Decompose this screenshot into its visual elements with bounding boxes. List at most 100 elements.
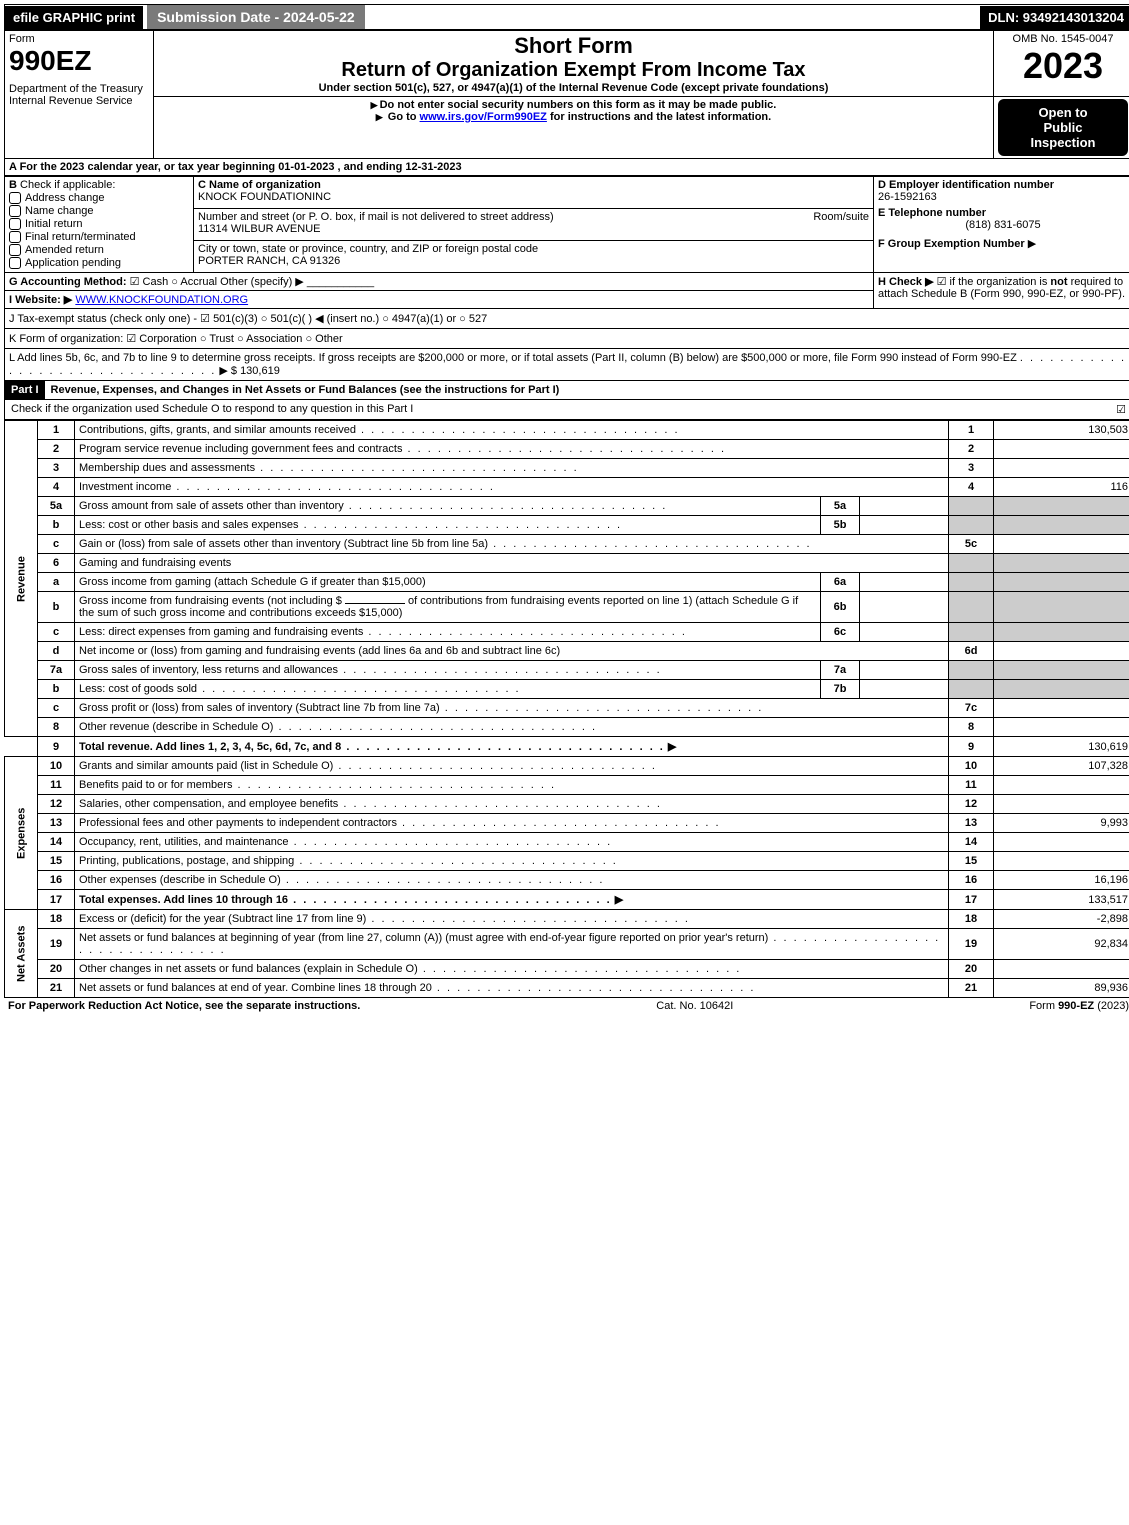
- total-num: 18: [949, 910, 994, 929]
- total-val: 89,936: [994, 979, 1129, 998]
- line-num: a: [38, 573, 75, 592]
- line-text: Printing, publications, postage, and shi…: [79, 855, 294, 867]
- total-num: 9: [949, 737, 994, 757]
- sub-num: 6a: [821, 573, 860, 592]
- short-form-title: Short Form: [158, 33, 989, 59]
- box-d-e-f: D Employer identification number 26-1592…: [874, 177, 1129, 273]
- line-text: Total expenses. Add lines 10 through 16: [79, 894, 288, 906]
- total-num: 15: [949, 852, 994, 871]
- checkbox-schedule-b[interactable]: ☑: [937, 276, 950, 288]
- line-num: 8: [38, 718, 75, 737]
- line-num: 17: [38, 890, 75, 910]
- checkbox-icon: [9, 244, 21, 256]
- box-c-city: City or town, state or province, country…: [194, 241, 874, 273]
- line-num: d: [38, 642, 75, 661]
- checkbox-cash[interactable]: ☑: [130, 276, 143, 288]
- main-title: Return of Organization Exempt From Incom…: [158, 59, 989, 82]
- line-desc: Program service revenue including govern…: [75, 440, 949, 459]
- shaded-cell: [949, 623, 994, 642]
- line-desc: Less: cost or other basis and sales expe…: [75, 516, 821, 535]
- line-num: 9: [38, 737, 75, 757]
- dots-icon: [432, 982, 756, 994]
- total-val: 92,834: [994, 929, 1129, 960]
- shaded-cell: [994, 680, 1129, 699]
- dots-icon: [294, 855, 618, 867]
- footer-right-post: (2023): [1094, 1000, 1129, 1012]
- accrual-label: Accrual: [180, 276, 217, 288]
- box-h: H Check ▶ ☑ if the organization is not r…: [874, 273, 1129, 309]
- dots-icon: [232, 779, 556, 791]
- line-num: b: [38, 516, 75, 535]
- line-text: Occupancy, rent, utilities, and maintena…: [79, 836, 289, 848]
- total-num: 6d: [949, 642, 994, 661]
- group-label: F Group Exemption Number: [878, 238, 1025, 250]
- instruction-2: Go to www.irs.gov/Form990EZ for instruct…: [158, 111, 989, 123]
- line-num: 7a: [38, 661, 75, 680]
- total-val: [994, 960, 1129, 979]
- total-num: 19: [949, 929, 994, 960]
- line-num: b: [38, 680, 75, 699]
- total-num: 20: [949, 960, 994, 979]
- checkbox-amended-return[interactable]: Amended return: [9, 244, 189, 256]
- footer-right-pre: Form: [1029, 1000, 1058, 1012]
- checkbox-accrual[interactable]: ○: [171, 276, 180, 288]
- box-i: I Website: ▶ WWW.KNOCKFOUNDATION.ORG: [5, 291, 874, 309]
- shaded-cell: [949, 497, 994, 516]
- line-desc: Gross amount from sale of assets other t…: [75, 497, 821, 516]
- line-num: 16: [38, 871, 75, 890]
- line-text: Gross amount from sale of assets other t…: [79, 500, 344, 512]
- open-line2: Public: [1004, 120, 1122, 135]
- total-num: 7c: [949, 699, 994, 718]
- title-cell: Short Form Return of Organization Exempt…: [154, 31, 994, 97]
- line-desc: Benefits paid to or for members: [75, 776, 949, 795]
- line-desc: Less: direct expenses from gaming and fu…: [75, 623, 821, 642]
- page-footer: For Paperwork Reduction Act Notice, see …: [4, 998, 1129, 1014]
- total-num: 13: [949, 814, 994, 833]
- box-l-amount: $ 130,619: [231, 365, 280, 377]
- website-link[interactable]: WWW.KNOCKFOUNDATION.ORG: [75, 294, 248, 306]
- tel-label: E Telephone number: [878, 207, 1128, 219]
- sub-val: [860, 661, 949, 680]
- total-val: [994, 699, 1129, 718]
- checkbox-application-pending[interactable]: Application pending: [9, 257, 189, 269]
- form-number: 990EZ: [9, 45, 149, 77]
- line-desc: Gross income from fundraising events (no…: [75, 592, 821, 623]
- line-desc: Other revenue (describe in Schedule O): [75, 718, 949, 737]
- checkbox-final-return[interactable]: Final return/terminated: [9, 231, 189, 243]
- total-num: 5c: [949, 535, 994, 554]
- line-num: 11: [38, 776, 75, 795]
- checkbox-sched-o[interactable]: ☑: [1116, 403, 1126, 416]
- line-desc: Salaries, other compensation, and employ…: [75, 795, 949, 814]
- shaded-cell: [994, 497, 1129, 516]
- shaded-cell: [994, 516, 1129, 535]
- instructions-cell: Do not enter social security numbers on …: [154, 97, 994, 159]
- box-h-text2: if the organization is: [950, 276, 1051, 288]
- line-desc: Contributions, gifts, grants, and simila…: [75, 421, 949, 440]
- total-val: [994, 459, 1129, 478]
- line-num: 10: [38, 757, 75, 776]
- sub-val: [860, 592, 949, 623]
- box-b-check-label: Check if applicable:: [20, 179, 115, 191]
- irs-link[interactable]: www.irs.gov/Form990EZ: [420, 111, 547, 123]
- line-desc: Excess or (deficit) for the year (Subtra…: [75, 910, 949, 929]
- checkbox-label: Address change: [25, 192, 105, 204]
- sub-num: 6b: [821, 592, 860, 623]
- dept-label: Department of the Treasury: [9, 83, 149, 95]
- line-num: 1: [38, 421, 75, 440]
- ein-value: 26-1592163: [878, 191, 1128, 203]
- checkbox-label: Name change: [25, 205, 94, 217]
- dots-icon: [356, 424, 680, 436]
- checkbox-name-change[interactable]: Name change: [9, 205, 189, 217]
- dots-icon: [418, 963, 742, 975]
- checkbox-address-change[interactable]: Address change: [9, 192, 189, 204]
- shaded-cell: [994, 573, 1129, 592]
- checkbox-label: Final return/terminated: [25, 231, 136, 243]
- line-text: Salaries, other compensation, and employ…: [79, 798, 338, 810]
- checkbox-icon: [9, 192, 21, 204]
- checkbox-initial-return[interactable]: Initial return: [9, 218, 189, 230]
- room-label: Room/suite: [813, 211, 869, 223]
- line-desc: Gaming and fundraising events: [75, 554, 949, 573]
- dots-icon: [281, 874, 605, 886]
- sched-o-row: Check if the organization used Schedule …: [4, 400, 1129, 420]
- dln-label: DLN: 93492143013204: [980, 6, 1129, 29]
